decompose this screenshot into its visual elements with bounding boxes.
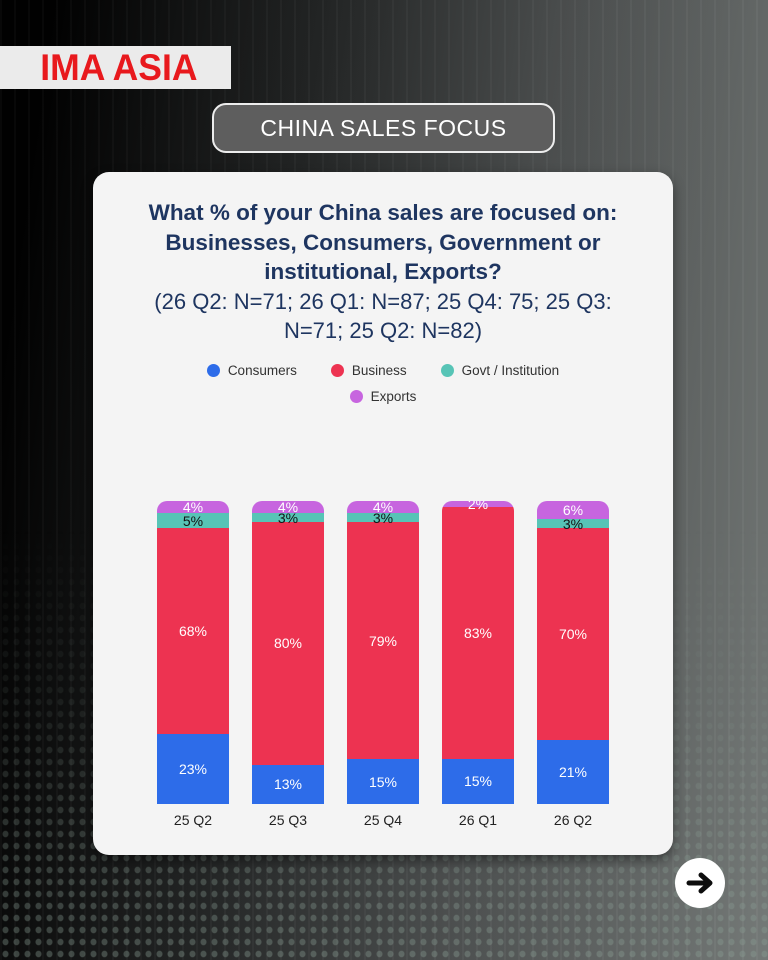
- bar-column-26-q2: 6% 3% 70% 21% 26 Q2: [537, 501, 609, 828]
- legend-item-exports: Exports: [349, 389, 417, 405]
- segment-consumers: 15%: [347, 759, 419, 804]
- legend-label: Business: [351, 363, 407, 379]
- segment-business: 83%: [442, 507, 514, 759]
- legend-dot-icon: [206, 364, 220, 378]
- segment-consumers: 15%: [442, 758, 514, 804]
- segment-value-label: 3%: [372, 509, 394, 526]
- segment-value-label: 13%: [273, 776, 303, 793]
- segment-value-label: 3%: [277, 509, 299, 526]
- segment-exports: 4%: [157, 501, 229, 516]
- segment-value-label: 15%: [368, 773, 398, 790]
- legend-dot-icon: [330, 364, 344, 378]
- segment-govt-institution: 5%: [157, 512, 229, 529]
- section-title-label: CHINA SALES FOCUS: [260, 114, 507, 141]
- segment-business: 70%: [537, 528, 609, 741]
- segment-value-label: 79%: [368, 632, 398, 649]
- segment-exports: 2%: [442, 501, 514, 511]
- segment-value-label: 83%: [463, 624, 493, 641]
- segment-exports: 4%: [347, 501, 419, 515]
- legend-item-business: Business: [330, 363, 407, 379]
- stacked-bar: 4% 3% 79% 15%: [347, 501, 419, 804]
- bar-column-25-q3: 4% 3% 80% 13% 25 Q3: [252, 501, 324, 828]
- segment-exports: 6%: [537, 501, 609, 520]
- legend-label: Consumers: [227, 363, 297, 379]
- segment-value-label: 68%: [178, 623, 208, 640]
- segment-value-label: 4%: [277, 501, 299, 516]
- legend-dot-icon: [440, 364, 454, 378]
- segment-value-label: 23%: [178, 761, 208, 778]
- segment-value-label: 21%: [558, 764, 588, 781]
- category-label: 25 Q3: [268, 812, 308, 828]
- arrow-right-icon: [686, 872, 713, 894]
- segment-value-label: 4%: [372, 501, 394, 515]
- segment-value-label: 2%: [467, 501, 489, 513]
- segment-value-label: 6%: [562, 502, 584, 519]
- logo-banner: IMA ASIA: [0, 46, 231, 89]
- legend-dot-icon: [349, 390, 363, 404]
- stacked-bar: 4% 5% 68% 23%: [157, 501, 229, 804]
- section-title-pill: CHINA SALES FOCUS: [212, 103, 555, 153]
- legend-label: Govt / Institution: [461, 363, 560, 379]
- segment-consumers: 23%: [157, 734, 229, 804]
- legend-item-consumers: Consumers: [206, 363, 297, 379]
- category-label: 26 Q1: [458, 812, 498, 828]
- next-slide-button[interactable]: [675, 858, 725, 908]
- segment-business: 80%: [252, 522, 324, 765]
- legend-label: Exports: [370, 389, 417, 405]
- bar-column-26-q1: 2% 83% 15% 26 Q1: [442, 501, 514, 828]
- segment-value-label: 5%: [182, 512, 204, 529]
- segment-value-label: 15%: [463, 773, 493, 790]
- segment-exports: 4%: [252, 501, 324, 516]
- stacked-bar: 6% 3% 70% 21%: [537, 501, 609, 804]
- brand-logo: IMA ASIA: [39, 46, 198, 88]
- segment-govt-institution: 3%: [537, 515, 609, 532]
- legend-row: Exports: [349, 389, 417, 405]
- category-label: 25 Q4: [363, 812, 403, 828]
- legend-row: Consumers Business Govt / Institution: [206, 363, 560, 379]
- chart-sample-sizes: (26 Q2: N=71; 26 Q1: N=87; 25 Q4: 75; 25…: [154, 289, 612, 344]
- stacked-bar-chart: 4% 5% 68% 23% 25 Q2 4% 3% 80% 13% 25 Q3 4% 3% 79% 15%…: [93, 501, 673, 828]
- chart-legend: Consumers Business Govt / Institution Expor…: [93, 363, 673, 404]
- segment-business: 68%: [157, 528, 229, 735]
- segment-govt-institution: 3%: [347, 509, 419, 526]
- segment-business: 79%: [347, 522, 419, 759]
- stacked-bar: 2% 83% 15%: [442, 501, 514, 804]
- segment-value-label: 4%: [182, 501, 204, 516]
- category-label: 25 Q2: [173, 812, 213, 828]
- segment-value-label: 80%: [273, 635, 303, 652]
- segment-govt-institution: 3%: [252, 509, 324, 526]
- segment-consumers: 13%: [252, 764, 324, 804]
- bar-column-25-q2: 4% 5% 68% 23% 25 Q2: [157, 501, 229, 828]
- category-label: 26 Q2: [553, 812, 593, 828]
- segment-value-label: 70%: [558, 626, 588, 643]
- bar-column-25-q4: 4% 3% 79% 15% 25 Q4: [347, 501, 419, 828]
- stacked-bar: 4% 3% 80% 13%: [252, 501, 324, 804]
- chart-card: What % of your China sales are focused o…: [93, 172, 673, 855]
- segment-consumers: 21%: [537, 740, 609, 804]
- chart-question-title: What % of your China sales are focused o…: [148, 200, 618, 285]
- legend-item-govt-institution: Govt / Institution: [440, 363, 560, 379]
- segment-value-label: 3%: [562, 515, 584, 532]
